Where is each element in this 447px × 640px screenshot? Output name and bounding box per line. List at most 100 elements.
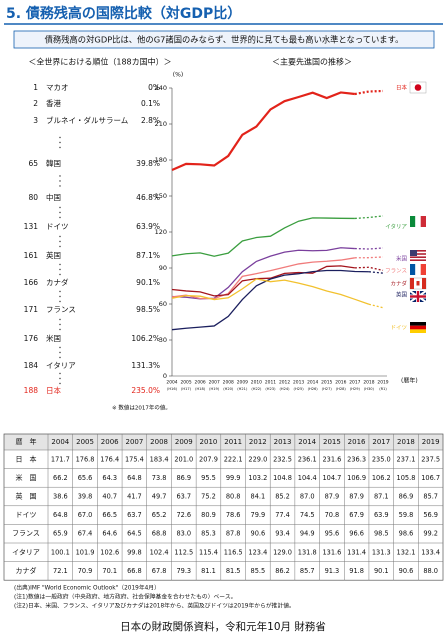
table-cell: 207.9: [199, 455, 218, 463]
country: 韓国: [46, 158, 61, 168]
table-cell: 59.8: [399, 511, 414, 519]
table-header-cell: 2005: [76, 438, 94, 446]
ellipsis-dot: [59, 377, 61, 380]
y-tick-label: 60: [159, 300, 167, 308]
x-tick-label: 2007: [209, 380, 220, 386]
table-header-cell: 2016: [348, 438, 366, 446]
table-border: [3, 433, 444, 581]
series-line-estimate: [354, 89, 384, 96]
table-cell: 102.6: [100, 548, 119, 556]
table-cell: 94.9: [300, 530, 315, 538]
y-tick-label: 240: [155, 84, 167, 92]
table-cell: 103.2: [248, 474, 267, 482]
series-line: [171, 278, 370, 305]
table-cell: 104.8: [273, 474, 292, 482]
table-header-cell: 2019: [422, 438, 440, 446]
country: ドイツ: [46, 222, 69, 231]
table-row-label: 英 国: [16, 492, 37, 501]
series-line: [171, 265, 355, 297]
table-header-cell: 2017: [372, 438, 390, 446]
legend-label: ドイツ: [390, 326, 407, 332]
table-cell: 40.7: [102, 493, 117, 501]
x-tick-label: 2012: [279, 380, 290, 386]
table-cell: 175.4: [125, 455, 144, 463]
table-cell: 66.2: [53, 474, 68, 482]
ellipsis-dot: [59, 290, 61, 293]
series-line-estimate: [354, 215, 384, 220]
legend-label: 米国: [396, 255, 408, 263]
x-era-label: (H27): [322, 387, 333, 391]
table-cell: 90.6: [251, 530, 266, 538]
ellipsis-dot: [59, 382, 61, 385]
ranking-note: ※ 数値は2017年の値。: [112, 404, 171, 412]
ranking-title: ＜全世界における順位（188カ国中）＞: [28, 57, 171, 67]
table-cell: 80.9: [201, 511, 216, 519]
table-cell: 64.3: [102, 474, 117, 482]
ellipsis-dot: [59, 175, 61, 177]
table-cell: 129.0: [273, 548, 292, 556]
table-cell: 83.0: [176, 530, 191, 538]
ellipsis-dot: [59, 146, 61, 149]
table-cell: 101.9: [76, 548, 95, 556]
table-cell: 79.3: [176, 567, 191, 575]
x-era-label: (H30): [364, 387, 375, 391]
table-cell: 86.9: [176, 474, 191, 482]
legend-label: イタリア: [385, 223, 407, 231]
ellipsis-dot: [59, 180, 61, 182]
table-cell: 176.8: [76, 455, 95, 463]
ellipsis-dot: [59, 323, 61, 326]
table-header-cell: 2010: [200, 438, 218, 446]
rank-value: 0.1%: [141, 99, 160, 108]
table-cell: 231.6: [322, 455, 341, 463]
table-cell: 72.1: [53, 567, 68, 575]
table-cell: 106.7: [421, 474, 440, 482]
ellipsis-dot: [59, 268, 61, 271]
table-cell: 80.8: [226, 493, 241, 501]
footer: 日本の財政関係資料，令和元年10月 財務省: [120, 620, 326, 633]
table-cell: 85.3: [201, 530, 216, 538]
table-cell: 64.6: [102, 530, 117, 538]
country: マカオ: [46, 83, 69, 92]
y-tick-label: 120: [155, 228, 167, 236]
country: ブルネイ・ダルサラーム: [46, 115, 128, 125]
table-cell: 105.8: [397, 474, 416, 482]
table-cell: 87.9: [349, 493, 364, 501]
legend-label: カナダ: [390, 280, 407, 288]
x-era-label: (H29): [350, 387, 361, 391]
rank-value: 2.8%: [141, 116, 160, 125]
ellipsis-dot: [59, 295, 61, 298]
table-cell: 67.9: [349, 511, 364, 519]
table-cell: 74.5: [300, 511, 315, 519]
ellipsis-dot: [59, 235, 61, 238]
table-cell: 86.2: [275, 567, 290, 575]
ellipsis-dot: [59, 136, 61, 139]
footnote: (注1)数値は一般政府（中央政府、地方政府、社会保障基金を合わせたもの）ベース。: [14, 593, 236, 601]
rank-value: 131.3%: [131, 361, 160, 370]
ellipsis-dot: [59, 211, 61, 214]
x-tick-label: 2015: [321, 380, 332, 386]
rank: 188: [24, 386, 39, 395]
table-cell: 222.1: [224, 455, 243, 463]
x-era-label: (R1): [379, 387, 387, 391]
country: 香港: [46, 98, 61, 108]
rank: 2: [33, 99, 38, 108]
rank-value: 87.1%: [136, 251, 160, 260]
table-cell: 63.9: [374, 511, 389, 519]
country: 米国: [46, 333, 61, 343]
ellipsis-dot: [59, 372, 61, 375]
table-cell: 99.2: [423, 530, 438, 538]
rank-value: 63.9%: [136, 222, 160, 231]
country: 英国: [46, 250, 61, 260]
table-cell: 63.7: [176, 493, 191, 501]
table-header-cell: 2006: [101, 438, 119, 446]
x-era-label: (H28): [336, 387, 347, 391]
table-cell: 90.6: [399, 567, 414, 575]
y-tick-label: 90: [159, 264, 167, 272]
x-tick-label: 2018: [363, 380, 374, 386]
country: フランス: [46, 305, 76, 314]
table-cell: 98.6: [399, 530, 414, 538]
table-cell: 236.3: [347, 455, 366, 463]
legend-label: 日本: [396, 84, 408, 92]
summary-box: [13, 30, 435, 49]
table-cell: 38.6: [53, 493, 68, 501]
